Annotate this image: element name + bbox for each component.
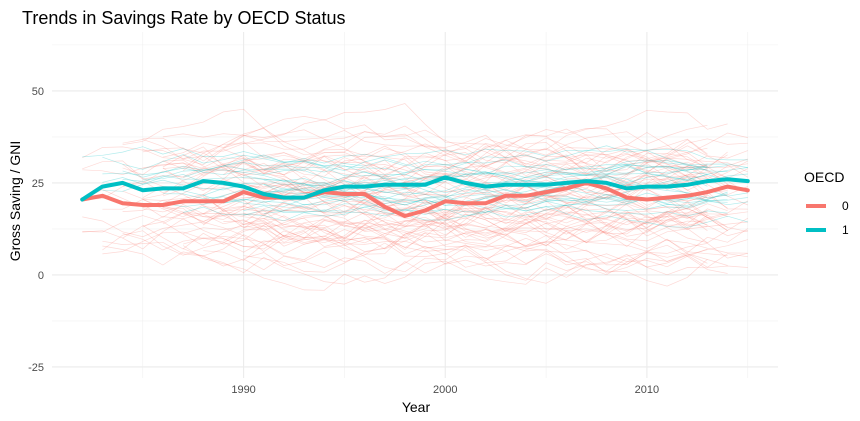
x-tick-label: 1990 [231, 384, 255, 396]
country-line-oecd-0 [122, 223, 748, 265]
y-tick-label: 0 [38, 270, 44, 282]
y-tick-label: 50 [32, 86, 44, 98]
x-tick-label: 2010 [635, 384, 659, 396]
country-line-oecd-0 [243, 194, 728, 237]
country-line-oecd-1 [102, 154, 728, 178]
y-tick-label: -25 [28, 362, 44, 374]
country-line-oecd-0 [162, 166, 728, 205]
country-line-oecd-0 [182, 248, 748, 285]
legend-title: OECD [804, 169, 844, 185]
country-line-oecd-0 [82, 210, 708, 252]
country-line-oecd-1 [82, 145, 748, 171]
country-line-oecd-0 [162, 146, 728, 173]
country-line-oecd-0 [182, 245, 728, 291]
country-line-oecd-0 [223, 204, 748, 234]
country-line-oecd-0 [82, 159, 748, 208]
country-line-oecd-1 [223, 159, 708, 177]
country-line-oecd-0 [102, 238, 708, 274]
country-line-oecd-0 [183, 213, 728, 244]
country-line-oecd-0 [162, 139, 708, 192]
country-line-oecd-0 [122, 212, 748, 276]
country-line-oecd-0 [263, 200, 708, 244]
y-tick-label: 25 [32, 178, 44, 190]
country-line-oecd-0 [162, 161, 728, 205]
y-axis-title: Gross Saving / GNI [7, 141, 23, 262]
country-line-oecd-1 [102, 164, 708, 193]
country-line-oecd-0 [142, 177, 728, 236]
country-line-oecd-0 [102, 231, 728, 274]
country-line-oecd-0 [82, 160, 728, 204]
country-line-oecd-0 [82, 138, 748, 183]
country-line-oecd-0 [142, 199, 728, 256]
country-line-oecd-0 [142, 171, 748, 218]
country-line-oecd-0 [162, 200, 728, 255]
country-line-oecd-0 [122, 157, 748, 198]
country-line-oecd-0 [142, 166, 748, 231]
country-line-oecd-0 [82, 128, 748, 180]
country-line-oecd-0 [223, 103, 708, 171]
country-line-oecd-0 [162, 109, 728, 183]
country-line-oecd-0 [142, 206, 708, 250]
country-line-oecd-1 [223, 193, 728, 212]
chart-title: Trends in Savings Rate by OECD Status [22, 8, 345, 28]
legend-label-1: 1 [842, 223, 849, 237]
country-line-oecd-1 [183, 197, 728, 222]
country-line-oecd-0 [142, 203, 728, 250]
country-line-oecd-0 [122, 108, 728, 172]
legend-label-0: 0 [842, 199, 849, 213]
country-line-oecd-0 [122, 145, 708, 199]
country-line-oecd-0 [142, 152, 728, 190]
country-line-oecd-0 [183, 191, 748, 238]
country-line-oecd-1 [263, 159, 728, 174]
country-line-oecd-1 [102, 174, 708, 195]
country-line-oecd-0 [102, 214, 748, 261]
tick-labels: 1990 2000 2010 -25 0 25 50 [28, 86, 659, 396]
series-line-oecd-1 [80, 175, 750, 202]
country-line-oecd-1 [162, 176, 708, 207]
country-line-oecd-0 [223, 227, 748, 281]
country-line-oecd-0 [162, 137, 708, 178]
country-line-oecd-0 [162, 134, 748, 178]
country-line-oecd-1 [243, 194, 748, 228]
country-line-oecd-0 [142, 124, 708, 162]
country-line-oecd-0 [122, 184, 708, 214]
country-line-oecd-0 [122, 157, 708, 190]
country-line-oecd-0 [243, 202, 748, 247]
country-line-oecd-0 [142, 119, 748, 173]
country-line-oecd-0 [263, 184, 708, 228]
country-line-oecd-0 [183, 235, 708, 287]
x-axis-title: Year [402, 399, 431, 415]
country-line-oecd-1 [243, 164, 728, 186]
country-line-oecd-0 [243, 210, 748, 273]
country-line-oecd-0 [243, 239, 748, 272]
country-line-oecd-0 [82, 196, 708, 246]
country-line-oecd-0 [182, 154, 748, 210]
country-line-oecd-0 [102, 159, 728, 233]
background-country-lines [82, 103, 748, 291]
country-line-oecd-0 [122, 134, 708, 191]
series-line-oecd-0 [80, 180, 750, 218]
country-line-oecd-0 [223, 144, 708, 195]
legend: OECD 0 1 [804, 169, 849, 237]
country-line-oecd-0 [162, 210, 708, 250]
country-line-oecd-0 [142, 183, 708, 227]
country-line-oecd-0 [203, 216, 708, 261]
country-line-oecd-0 [243, 204, 748, 244]
country-line-oecd-1 [203, 181, 728, 203]
country-line-oecd-0 [142, 129, 748, 174]
country-line-oecd-1 [122, 165, 708, 186]
country-line-oecd-1 [102, 148, 748, 171]
country-line-oecd-1 [162, 191, 728, 217]
country-line-oecd-1 [182, 165, 748, 186]
group-mean-lines [80, 175, 750, 218]
x-tick-label: 2000 [433, 384, 457, 396]
